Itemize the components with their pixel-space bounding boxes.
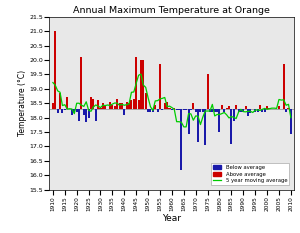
Bar [126, 102, 128, 109]
Bar [290, 109, 292, 134]
Bar [264, 109, 266, 112]
Bar [240, 109, 242, 112]
Bar [197, 109, 199, 142]
Bar [138, 100, 140, 109]
Bar [104, 106, 106, 109]
Bar [211, 109, 213, 112]
Bar [233, 109, 235, 120]
Bar [123, 109, 125, 115]
Bar [169, 108, 170, 109]
Bar [152, 109, 154, 112]
Bar [188, 109, 190, 134]
Bar [221, 105, 223, 109]
Bar [90, 97, 92, 109]
Bar [121, 103, 123, 109]
Bar [71, 109, 73, 115]
Bar [285, 109, 287, 112]
Bar [114, 106, 116, 109]
Bar [190, 109, 192, 110]
Bar [268, 108, 271, 109]
Bar [111, 105, 113, 109]
Bar [85, 109, 87, 122]
Bar [202, 109, 204, 112]
Bar [278, 106, 280, 109]
Bar [176, 109, 178, 110]
Bar [223, 109, 225, 112]
Bar [235, 105, 237, 109]
Bar [154, 105, 156, 109]
Bar [218, 109, 220, 132]
Bar [97, 100, 99, 109]
Bar [66, 97, 68, 109]
Bar [254, 109, 256, 112]
Bar [164, 103, 166, 109]
Bar [135, 57, 137, 109]
Bar [266, 106, 268, 109]
Bar [178, 109, 180, 110]
Bar [88, 109, 90, 118]
X-axis label: Year: Year [162, 214, 182, 223]
Bar [78, 109, 80, 120]
Bar [183, 109, 185, 110]
Bar [133, 99, 135, 109]
Bar [249, 109, 251, 113]
Bar [166, 102, 168, 109]
Bar [52, 103, 54, 109]
Bar [242, 109, 244, 112]
Bar [76, 109, 78, 112]
Bar [59, 93, 61, 109]
Bar [149, 109, 152, 112]
Bar [102, 103, 104, 109]
Bar [204, 109, 206, 145]
Bar [228, 106, 230, 109]
Bar [171, 109, 173, 110]
Bar [261, 109, 263, 112]
Bar [256, 109, 259, 112]
Bar [61, 109, 63, 113]
Bar [118, 103, 121, 109]
Bar [140, 60, 142, 109]
Bar [200, 109, 202, 112]
Bar [64, 109, 66, 110]
Bar [80, 57, 83, 109]
Bar [161, 109, 164, 110]
Bar [73, 109, 75, 112]
Bar [216, 109, 218, 112]
Bar [157, 109, 159, 112]
Legend: Below average, Above average, 5 year moving average: Below average, Above average, 5 year mov… [212, 163, 290, 185]
Bar [95, 109, 97, 120]
Bar [195, 109, 197, 112]
Bar [159, 64, 161, 109]
Bar [238, 109, 239, 112]
Bar [147, 109, 149, 112]
Bar [207, 74, 208, 109]
Bar [214, 109, 216, 112]
Bar [116, 99, 118, 109]
Bar [185, 109, 187, 110]
Bar [57, 109, 59, 113]
Bar [145, 93, 147, 109]
Bar [92, 99, 95, 109]
Bar [192, 103, 194, 109]
Title: Annual Maximum Temperature at Orange: Annual Maximum Temperature at Orange [74, 6, 270, 14]
Bar [180, 109, 182, 170]
Bar [287, 108, 290, 109]
Bar [130, 100, 132, 109]
Bar [230, 109, 232, 144]
Bar [142, 60, 144, 109]
Y-axis label: Temperature (°C): Temperature (°C) [18, 70, 27, 136]
Bar [244, 106, 247, 109]
Bar [226, 108, 228, 109]
Bar [128, 103, 130, 109]
Bar [259, 105, 261, 109]
Bar [209, 109, 211, 112]
Bar [173, 108, 175, 109]
Bar [54, 31, 56, 109]
Bar [100, 108, 101, 109]
Bar [283, 64, 285, 109]
Bar [83, 109, 85, 115]
Bar [247, 109, 249, 116]
Bar [109, 102, 111, 109]
